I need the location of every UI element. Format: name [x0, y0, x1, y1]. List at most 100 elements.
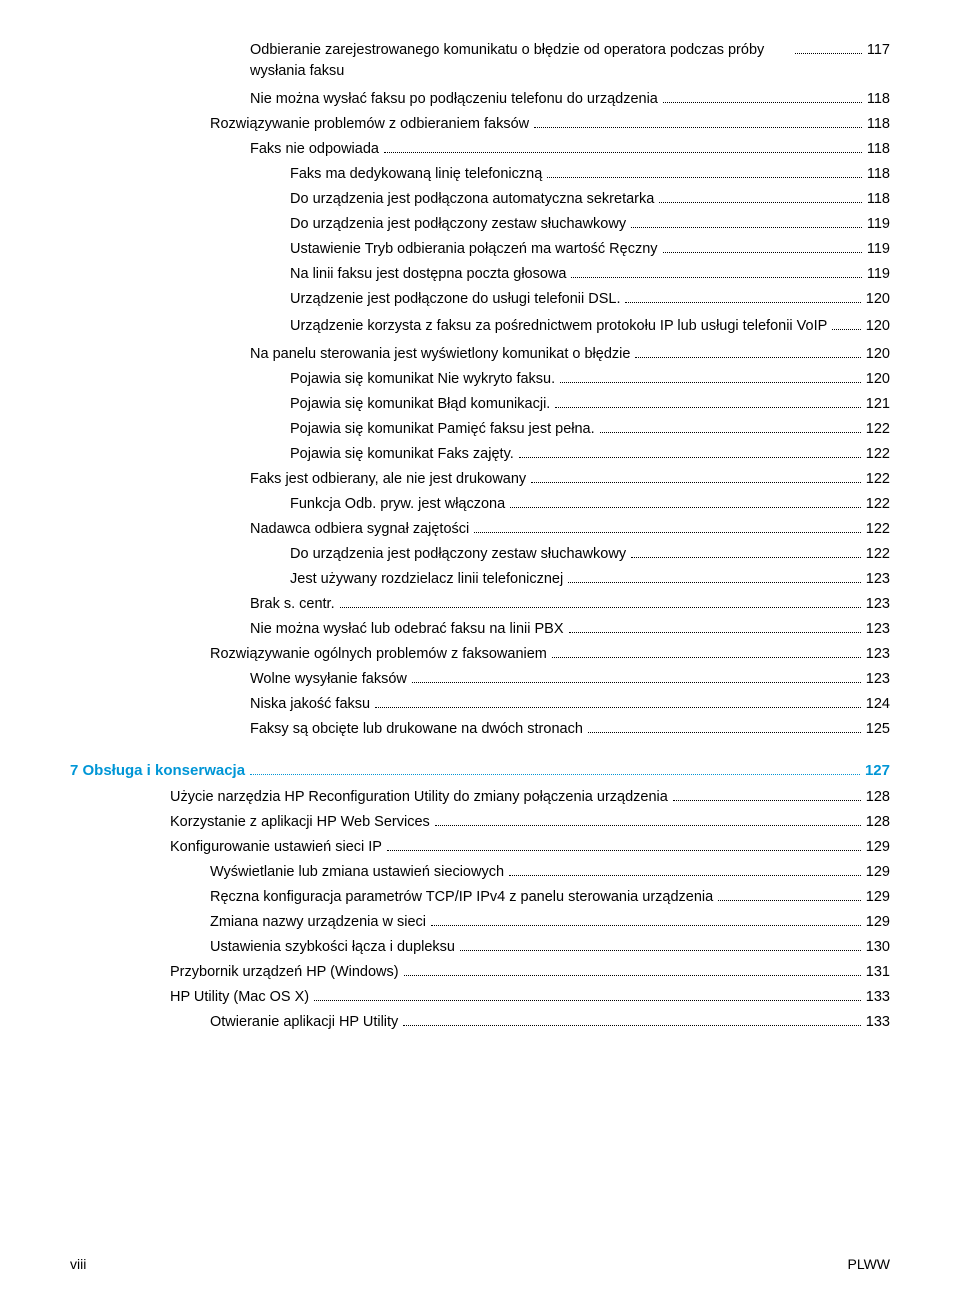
- toc-dots: [340, 607, 861, 608]
- toc-entry: Ręczna konfiguracja parametrów TCP/IP IP…: [210, 889, 890, 905]
- toc-dots: [509, 875, 861, 876]
- toc-entry-page: 118: [867, 166, 890, 182]
- toc-entry-text: Nadawca odbiera sygnał zajętości: [250, 521, 469, 537]
- toc-entry-page: 120: [866, 346, 890, 362]
- toc-dots: [795, 53, 862, 54]
- toc-dots: [403, 1025, 861, 1026]
- toc-dots: [435, 825, 861, 826]
- footer-page-right: PLWW: [847, 1256, 890, 1272]
- toc-entry: Na panelu sterowania jest wyświetlony ko…: [250, 346, 890, 362]
- chapter-page: 127: [865, 762, 890, 779]
- toc-entry: HP Utility (Mac OS X) 133: [170, 989, 890, 1005]
- toc-entry: Pojawia się komunikat Nie wykryto faksu.…: [290, 371, 890, 387]
- toc-entry: Niska jakość faksu 124: [250, 696, 890, 712]
- toc-entry-page: 123: [866, 671, 890, 687]
- toc-entry-page: 122: [866, 446, 890, 462]
- toc-entry-text: Do urządzenia jest podłączona automatycz…: [290, 191, 654, 207]
- toc-entry-page: 120: [866, 291, 890, 307]
- toc-dots: [560, 382, 861, 383]
- toc-dots: [412, 682, 861, 683]
- toc-entry-text: Użycie narzędzia HP Reconfiguration Util…: [170, 789, 668, 805]
- toc-entry: Do urządzenia jest podłączona automatycz…: [290, 191, 890, 207]
- toc-entry-page: 122: [866, 471, 890, 487]
- toc-entry-page: 118: [867, 116, 890, 132]
- toc-entry: Jest używany rozdzielacz linii telefonic…: [290, 571, 890, 587]
- toc-entry: Pojawia się komunikat Błąd komunikacji. …: [290, 396, 890, 412]
- toc-dots: [510, 507, 861, 508]
- toc-dots: [663, 252, 862, 253]
- toc-entry-page: 133: [866, 1014, 890, 1030]
- toc-dots: [460, 950, 861, 951]
- toc-entry-text: Faksy są obcięte lub drukowane na dwóch …: [250, 721, 583, 737]
- toc-entry-text: Wolne wysyłanie faksów: [250, 671, 407, 687]
- toc-dots: [404, 975, 861, 976]
- toc-entry-text: Faks jest odbierany, ale nie jest drukow…: [250, 471, 526, 487]
- toc-entry-page: 130: [866, 939, 890, 955]
- toc-entry: Na linii faksu jest dostępna poczta głos…: [290, 266, 890, 282]
- toc-dots: [832, 329, 860, 330]
- toc-dots: [588, 732, 861, 733]
- toc-entry: Do urządzenia jest podłączony zestaw słu…: [290, 216, 890, 232]
- toc-dots: [387, 850, 861, 851]
- toc-entry-text: Nie można wysłać lub odebrać faksu na li…: [250, 621, 564, 637]
- toc-entry-page: 120: [866, 371, 890, 387]
- toc-entry-text: Nie można wysłać faksu po podłączeniu te…: [250, 91, 658, 107]
- toc-entry: Rozwiązywanie problemów z odbieraniem fa…: [210, 116, 890, 132]
- toc-entry-page: 123: [866, 596, 890, 612]
- toc-dots: [631, 227, 862, 228]
- toc-entry-text: Rozwiązywanie ogólnych problemów z fakso…: [210, 646, 547, 662]
- toc-entry-text: Pojawia się komunikat Nie wykryto faksu.: [290, 371, 555, 387]
- toc-entry-page: 118: [867, 141, 890, 157]
- chapter-heading: 7 Obsługa i konserwacja 127: [70, 762, 890, 779]
- toc-dots: [384, 152, 862, 153]
- toc-entry-text: Ustawienie Tryb odbierania połączeń ma w…: [290, 241, 658, 257]
- toc-entry: Faks ma dedykowaną linię telefoniczną 11…: [290, 166, 890, 182]
- toc-entry-text: Urządzenie korzysta z faksu za pośrednic…: [290, 316, 827, 337]
- toc-entry-page: 133: [866, 989, 890, 1005]
- toc-entry: Korzystanie z aplikacji HP Web Services …: [170, 814, 890, 830]
- toc-entry: Faks nie odpowiada 118: [250, 141, 890, 157]
- toc-entry: Do urządzenia jest podłączony zestaw słu…: [290, 546, 890, 562]
- toc-entry-text: Urządzenie jest podłączone do usługi tel…: [290, 291, 620, 307]
- chapter-title: 7 Obsługa i konserwacja: [70, 762, 245, 779]
- toc-dots: [659, 202, 862, 203]
- toc-entry-page: 123: [866, 571, 890, 587]
- toc-entry-text: Korzystanie z aplikacji HP Web Services: [170, 814, 430, 830]
- toc-entry-text: Do urządzenia jest podłączony zestaw słu…: [290, 546, 626, 562]
- toc-entry-page: 121: [866, 396, 890, 412]
- toc-entry: Pojawia się komunikat Faks zajęty. 122: [290, 446, 890, 462]
- toc-entry: Faksy są obcięte lub drukowane na dwóch …: [250, 721, 890, 737]
- toc-dots: [568, 582, 861, 583]
- toc-dots: [531, 482, 861, 483]
- toc-entry-page: 119: [867, 241, 890, 257]
- toc-entry-page: 119: [867, 216, 890, 232]
- toc-entry-text: Na panelu sterowania jest wyświetlony ko…: [250, 346, 630, 362]
- toc-entry: Nie można wysłać faksu po podłączeniu te…: [250, 91, 890, 107]
- toc-entry: Przybornik urządzeń HP (Windows) 131: [170, 964, 890, 980]
- toc-dots: [534, 127, 862, 128]
- toc-entry: Otwieranie aplikacji HP Utility 133: [210, 1014, 890, 1030]
- toc-entry-page: 131: [866, 964, 890, 980]
- toc-entry-text: Otwieranie aplikacji HP Utility: [210, 1014, 398, 1030]
- toc-dots: [571, 277, 861, 278]
- toc-entry-page: 122: [866, 496, 890, 512]
- toc-entry-text: Brak s. centr.: [250, 596, 335, 612]
- toc-entry-page: 123: [866, 646, 890, 662]
- toc-entry-page: 123: [866, 621, 890, 637]
- toc-entry-text: Konfigurowanie ustawień sieci IP: [170, 839, 382, 855]
- toc-dots: [250, 774, 860, 775]
- toc-entry: Odbieranie zarejestrowanego komunikatu o…: [250, 40, 890, 82]
- toc-dots: [569, 632, 861, 633]
- toc-entry: Urządzenie korzysta z faksu za pośrednic…: [290, 316, 890, 337]
- toc-entry-text: Na linii faksu jest dostępna poczta głos…: [290, 266, 566, 282]
- toc-dots: [600, 432, 861, 433]
- toc-entry-page: 118: [867, 191, 890, 207]
- toc-entry-text: Rozwiązywanie problemów z odbieraniem fa…: [210, 116, 529, 132]
- toc-entry: Pojawia się komunikat Pamięć faksu jest …: [290, 421, 890, 437]
- toc-entry-page: 128: [866, 814, 890, 830]
- toc-entry-page: 117: [867, 42, 890, 58]
- toc-dots: [631, 557, 861, 558]
- toc-entry-text: Pojawia się komunikat Faks zajęty.: [290, 446, 514, 462]
- toc-entry-text: Do urządzenia jest podłączony zestaw słu…: [290, 216, 626, 232]
- toc-entry: Faks jest odbierany, ale nie jest drukow…: [250, 471, 890, 487]
